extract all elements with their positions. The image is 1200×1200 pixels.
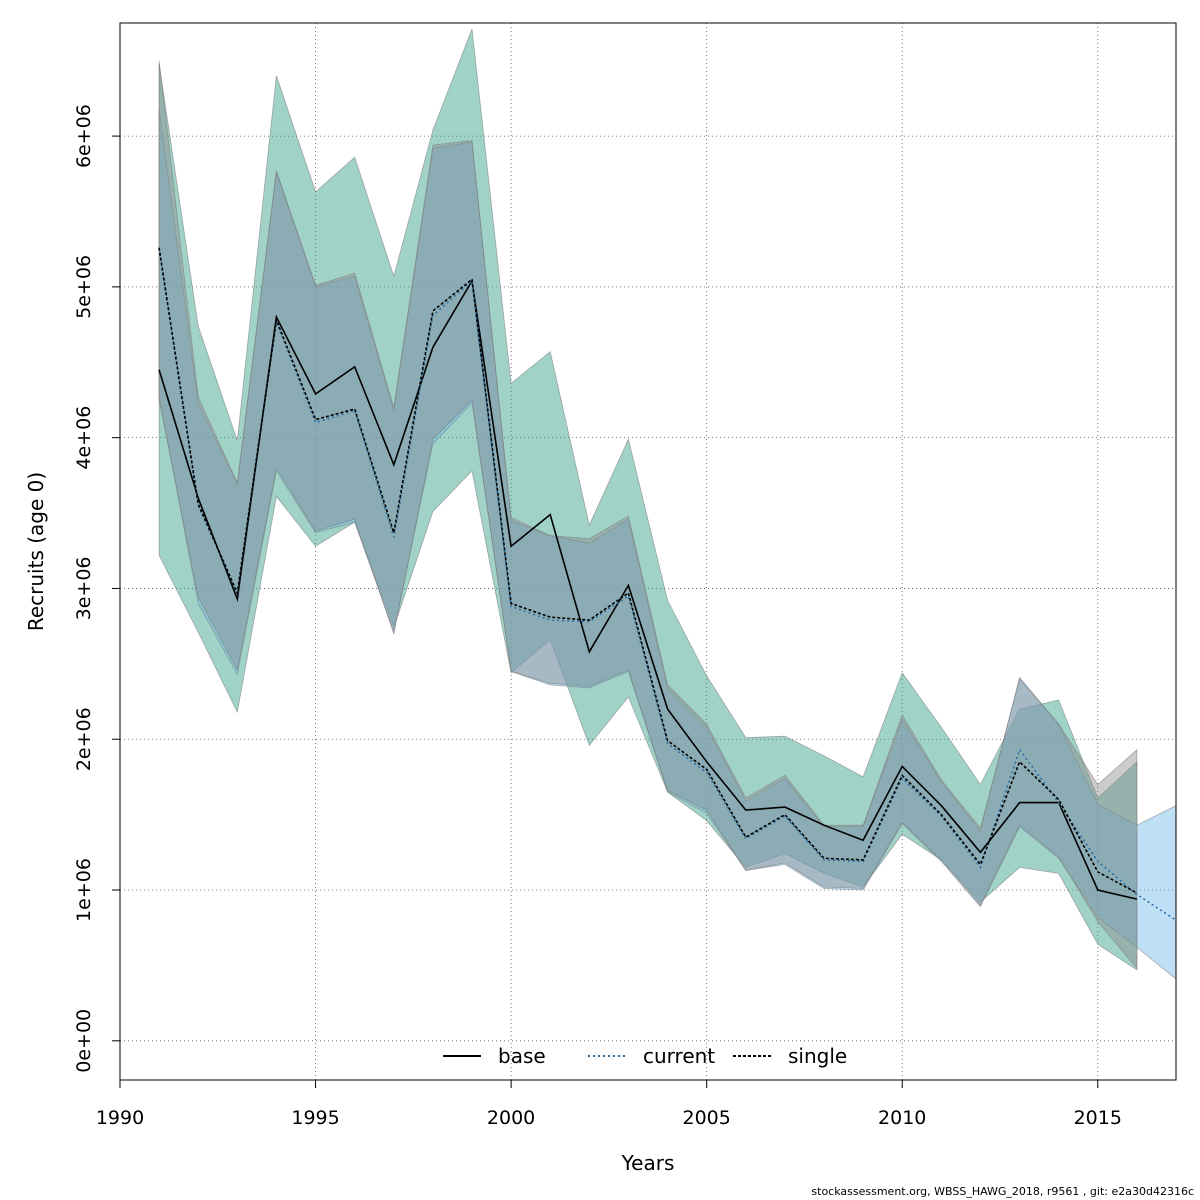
confidence-bands — [158, 28, 1177, 980]
x-tick-label: 2000 — [487, 1107, 535, 1129]
series-lines — [158, 247, 1177, 921]
band-base — [158, 60, 1138, 970]
y-axis-title: Recruits (age 0) — [24, 472, 48, 631]
grid-lines — [119, 23, 1176, 1080]
legend: base current single — [443, 1044, 847, 1068]
y-tick-label: 4e+06 — [73, 406, 95, 470]
legend-label-base: base — [498, 1044, 546, 1068]
y-tick-label: 0e+00 — [73, 1009, 95, 1073]
source-footer: stockassessment.org, WBSS_HAWG_2018, r95… — [811, 1185, 1194, 1198]
y-tick-label: 1e+06 — [73, 858, 95, 922]
y-tick-label: 2e+06 — [73, 707, 95, 771]
axes: 1990 1995 2000 2005 2010 2015 0e+00 1e+06 2e+06 3… — [73, 104, 1122, 1129]
y-tick-label: 5e+06 — [73, 255, 95, 319]
x-tick-label: 2015 — [1074, 1107, 1122, 1129]
line-base — [158, 278, 1138, 900]
band-single — [158, 28, 1138, 971]
y-tick-label: 6e+06 — [73, 104, 95, 168]
line-single — [158, 247, 1138, 894]
line-current — [158, 249, 1177, 921]
x-tick-label: 1995 — [291, 1107, 339, 1129]
y-tick-label: 3e+06 — [73, 557, 95, 621]
x-tick-label: 2005 — [682, 1107, 730, 1129]
legend-label-single: single — [788, 1044, 847, 1068]
x-axis-title: Years — [621, 1151, 675, 1175]
legend-label-current: current — [643, 1044, 715, 1068]
x-tick-label: 1990 — [96, 1107, 144, 1129]
x-tick-label: 2010 — [878, 1107, 926, 1129]
